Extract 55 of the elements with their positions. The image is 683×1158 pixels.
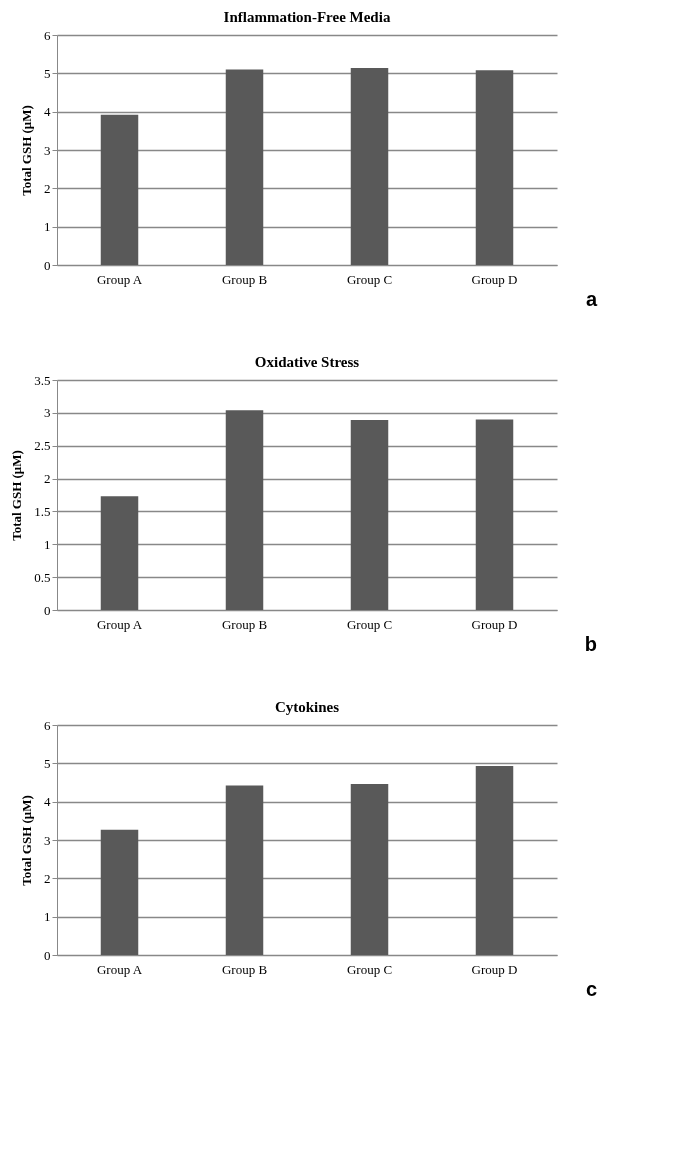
y-tick-label: 1: [44, 219, 51, 235]
bar: [225, 410, 264, 610]
y-tick-label: 1: [44, 909, 51, 925]
bar: [350, 67, 389, 265]
y-tick-label: 0: [44, 947, 51, 963]
y-axis-title: Total GSH (μM): [19, 105, 34, 196]
bar: [350, 420, 389, 610]
y-tick-label: 6: [44, 27, 51, 43]
bar: [100, 114, 139, 265]
x-tick-label: Group D: [471, 271, 518, 287]
bar: [100, 829, 139, 955]
y-tick-label: 3: [44, 405, 51, 421]
y-axis-title: Total GSH (μM): [19, 795, 34, 886]
y-tick-label: 0: [44, 257, 51, 273]
bar: [225, 785, 264, 955]
x-tick-label: Group A: [96, 961, 143, 977]
chart-title: Inflammation-Free Media: [223, 9, 391, 25]
text: b: [584, 633, 597, 655]
chart-title: Cytokines: [274, 699, 340, 715]
x-tick-label: Group C: [346, 616, 393, 632]
y-tick-label: 0.5: [34, 569, 51, 585]
x-tick-label: Group A: [96, 271, 143, 287]
y-tick-label: 3: [44, 142, 51, 158]
x-tick-label: Group C: [346, 961, 393, 977]
y-tick-label: 5: [44, 65, 51, 81]
bar: [225, 69, 264, 265]
x-tick-label: Group D: [471, 616, 518, 632]
x-tick-label: Group B: [221, 271, 268, 287]
x-tick-label: Group B: [221, 961, 268, 977]
x-tick-label: Group B: [221, 616, 268, 632]
y-tick-label: 4: [44, 794, 51, 810]
y-tick-label: 4: [44, 104, 51, 120]
text: c: [585, 978, 597, 1000]
y-tick-label: 6: [44, 717, 51, 733]
x-tick-label: Group A: [96, 616, 143, 632]
y-tick-label: 2.5: [34, 438, 51, 454]
y-tick-label: 3.5: [34, 372, 51, 388]
y-tick-label: 3: [44, 832, 51, 848]
bar: [100, 496, 139, 610]
x-tick-label: Group C: [346, 271, 393, 287]
y-tick-label: 2: [44, 180, 51, 196]
y-tick-label: 1: [44, 536, 51, 552]
chart-title: Oxidative Stress: [254, 354, 360, 370]
bar: [350, 784, 389, 955]
y-tick-label: 2: [44, 471, 51, 487]
x-tick-label: Group D: [471, 961, 518, 977]
text: a: [585, 288, 598, 310]
bar: [475, 766, 514, 955]
bar: [475, 419, 514, 610]
y-tick-label: 5: [44, 755, 51, 771]
y-axis-title: Total GSH (μM): [9, 450, 25, 541]
y-tick-label: 0: [44, 602, 51, 618]
y-tick-label: 1.5: [34, 503, 51, 519]
y-tick-label: 2: [44, 870, 51, 886]
bar: [475, 70, 514, 265]
